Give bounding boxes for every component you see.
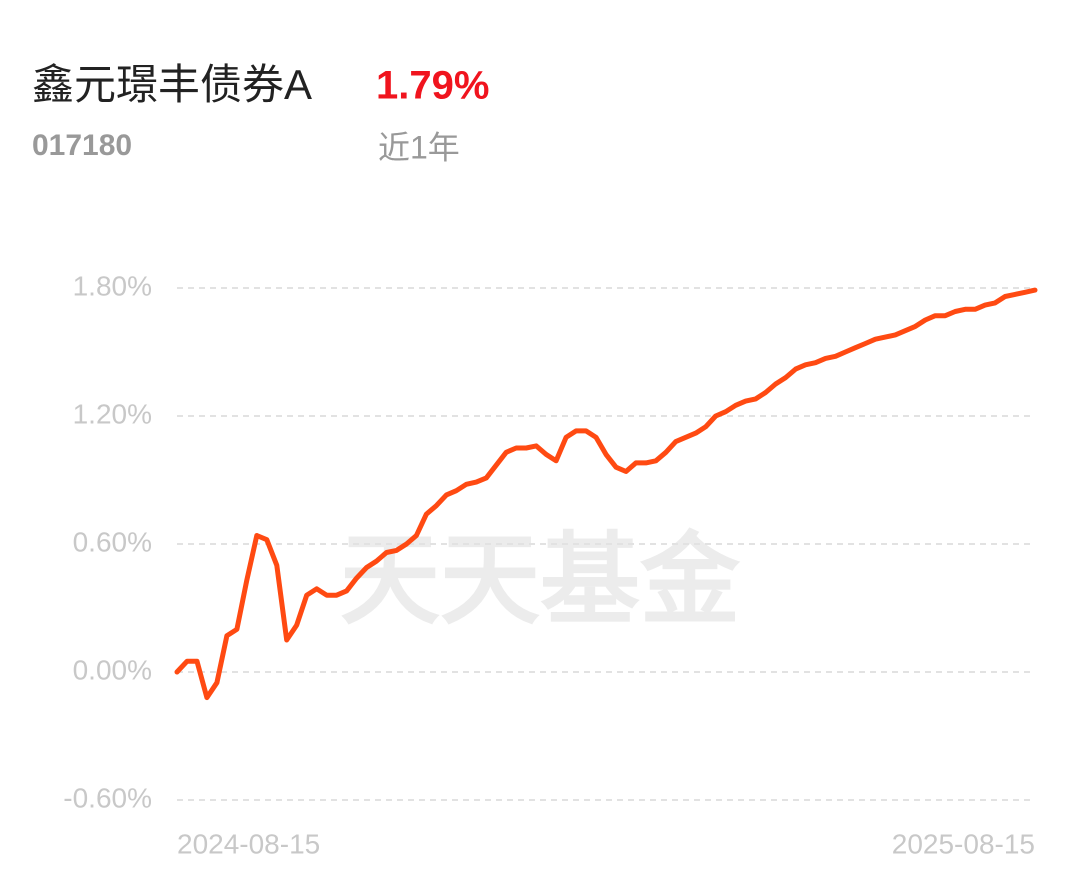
fund-code: 017180 <box>32 129 132 162</box>
fund-return: 1.79% <box>376 64 489 108</box>
period: 近1年 <box>378 129 460 165</box>
y-tick-label: -0.60% <box>63 782 152 813</box>
x-tick-label: 2025-08-15 <box>892 828 1035 859</box>
line <box>174 287 1038 701</box>
y-tick-label: 0.00% <box>73 654 152 685</box>
y-tick-label: 0.60% <box>73 526 152 557</box>
y-tick-label: 1.20% <box>73 398 152 429</box>
y-tick-label: 1.80% <box>73 270 152 301</box>
watermark: 天天基金 <box>340 524 741 636</box>
fund-title: 鑫元璟丰债券A <box>32 61 312 108</box>
x-tick-label: 2024-08-15 <box>177 828 320 859</box>
